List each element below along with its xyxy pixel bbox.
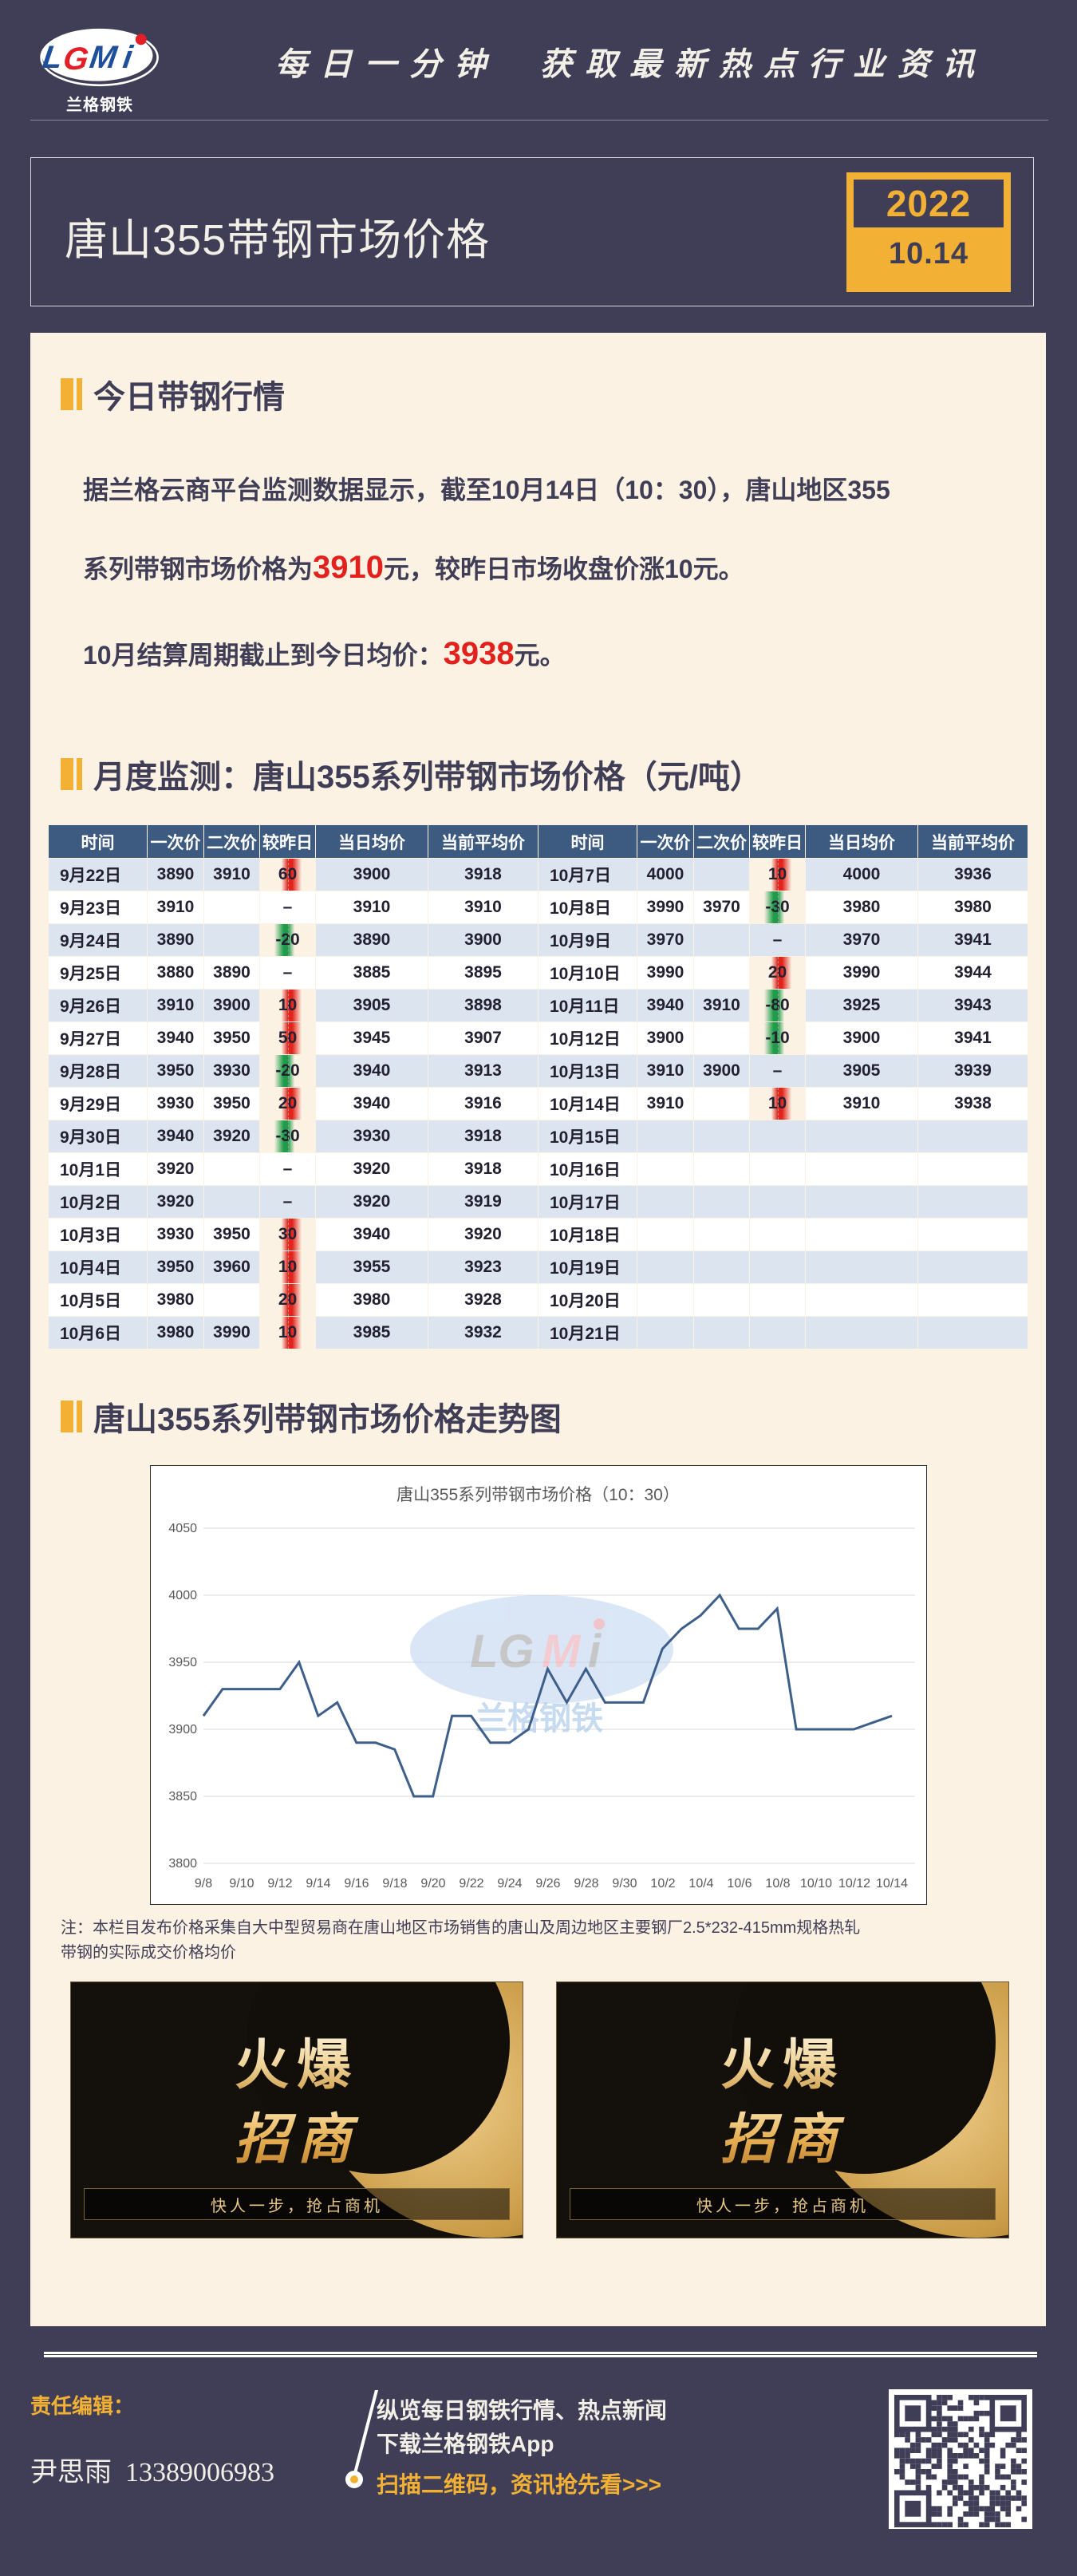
svg-text:9/20: 9/20 [420,1877,445,1891]
svg-text:9/28: 9/28 [574,1877,598,1891]
svg-text:9/24: 9/24 [497,1877,522,1891]
svg-text:4000: 4000 [168,1589,197,1602]
svg-text:9/18: 9/18 [382,1877,407,1891]
svg-text:10/10: 10/10 [799,1877,831,1891]
svg-text:10/14: 10/14 [875,1877,907,1891]
svg-text:10/8: 10/8 [765,1877,790,1891]
svg-text:4050: 4050 [168,1522,197,1535]
svg-text:9/22: 9/22 [459,1877,483,1891]
svg-text:3950: 3950 [168,1656,197,1669]
svg-text:9/12: 9/12 [267,1877,292,1891]
svg-text:3900: 3900 [168,1723,197,1736]
svg-text:10/12: 10/12 [838,1877,870,1891]
svg-text:9/8: 9/8 [194,1877,211,1891]
svg-text:3800: 3800 [168,1857,197,1871]
svg-text:9/26: 9/26 [535,1877,560,1891]
svg-text:9/10: 9/10 [229,1877,254,1891]
svg-text:LG: LG [470,1626,535,1677]
svg-text:9/30: 9/30 [612,1877,637,1891]
svg-text:3850: 3850 [168,1790,197,1804]
svg-text:9/16: 9/16 [344,1877,369,1891]
svg-text:10/6: 10/6 [727,1877,752,1891]
svg-text:G: G [61,41,90,77]
svg-text:i: i [588,1626,602,1677]
svg-text:9/14: 9/14 [306,1877,330,1891]
svg-text:10/2: 10/2 [650,1877,675,1891]
svg-text:兰格钢铁: 兰格钢铁 [475,1701,603,1736]
svg-text:10/4: 10/4 [688,1877,713,1891]
